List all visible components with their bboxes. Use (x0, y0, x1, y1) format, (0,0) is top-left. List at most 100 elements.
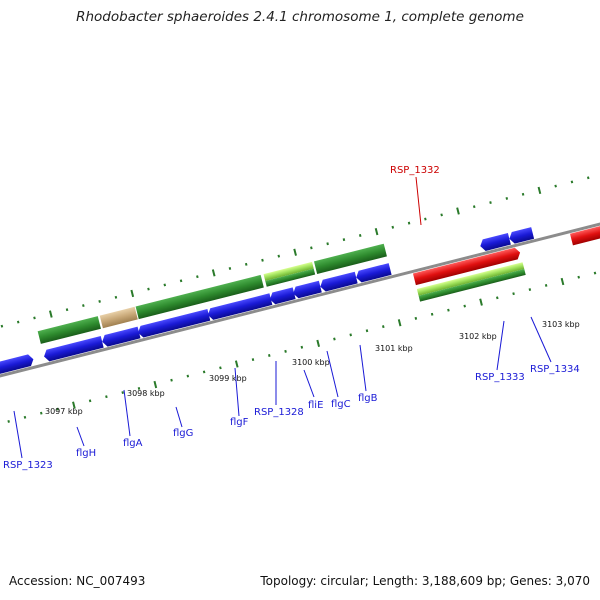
major-tick (234, 360, 239, 368)
genome-title: Rhodobacter sphaeroides 2.4.1 chromosome… (76, 9, 524, 25)
major-tick (537, 186, 542, 195)
category-bar-7 (416, 262, 525, 296)
minor-tick (202, 370, 206, 374)
category-bar-3 (135, 274, 264, 320)
minor-tick (228, 267, 232, 270)
minor-tick (521, 192, 525, 196)
minor-tick (33, 316, 36, 320)
gene-label-flgb[interactable]: flgB (358, 393, 378, 404)
major-tick (397, 319, 402, 327)
minor-tick (179, 279, 183, 283)
minor-tick (544, 283, 548, 287)
gene-arrow-flga (102, 326, 141, 347)
major-tick (72, 401, 76, 409)
minor-tick (333, 337, 336, 341)
minor-tick (88, 399, 92, 403)
gene-arrow-rsp1328 (269, 287, 296, 305)
minor-tick (447, 308, 450, 312)
minor-tick (39, 411, 43, 415)
label-leader-line-red (415, 176, 422, 226)
accession-text: Accession: NC_007493 (9, 574, 146, 588)
kbp-label: 3100 kbp (292, 358, 330, 367)
gene-arrow-flgg (138, 308, 211, 338)
minor-tick (382, 325, 385, 329)
minor-tick (365, 329, 369, 333)
gene-label-flgc[interactable]: flgC (331, 399, 351, 410)
minor-tick (196, 275, 199, 279)
gene-arrow-flgb (356, 263, 392, 283)
gene-arrow-rsp1333 (480, 232, 511, 251)
minor-tick (82, 304, 85, 308)
minor-tick (554, 184, 557, 188)
minor-tick (570, 180, 574, 184)
minor-tick (105, 395, 108, 399)
minor-tick (342, 238, 346, 242)
minor-tick (121, 391, 124, 395)
gene-arrow-red-right (569, 213, 600, 246)
kbp-label: 3099 kbp (209, 374, 247, 383)
minor-tick (463, 304, 466, 308)
map-track-group (0, 176, 600, 423)
gene-label-rsp1328[interactable]: RSP_1328 (254, 407, 304, 418)
genome-summary-text: Topology: circular; Length: 3,188,609 bp… (260, 574, 590, 588)
minor-tick (219, 366, 222, 370)
minor-tick (496, 296, 499, 300)
backbone-line (0, 210, 600, 385)
gene-label-rsp1333[interactable]: RSP_1333 (475, 372, 525, 383)
minor-tick (7, 419, 10, 423)
category-bar-4 (263, 261, 314, 281)
major-tick (374, 227, 379, 236)
gene-label-flgh[interactable]: flgH (76, 448, 96, 459)
minor-tick (326, 242, 329, 246)
category-bar-2 (99, 306, 138, 329)
gene-label-rsp1332[interactable]: RSP_1332 (390, 165, 440, 176)
category-track (37, 243, 526, 344)
gene-arrow-rsp1332 (412, 247, 521, 286)
minor-tick (593, 271, 597, 275)
minor-tick (407, 221, 411, 225)
minor-tick (98, 299, 101, 303)
minor-tick (512, 292, 515, 296)
kbp-label: 3098 kbp (127, 389, 165, 398)
gene-label-rsp1323[interactable]: RSP_1323 (3, 460, 53, 471)
category-bar-5 (265, 268, 316, 287)
gene-label-flgf[interactable]: flgF (230, 417, 249, 428)
minor-tick (528, 288, 532, 292)
minor-tick (277, 254, 281, 258)
minor-tick (147, 287, 150, 291)
major-tick (293, 248, 297, 256)
gene-arrow-flgh (44, 335, 104, 362)
minor-tick (414, 316, 418, 320)
inner-tick-row (7, 271, 597, 423)
gene-label-flgg[interactable]: flgG (173, 428, 193, 439)
major-tick (153, 380, 158, 389)
minor-tick (23, 415, 27, 419)
gene-label-flga[interactable]: flgA (123, 438, 143, 449)
minor-tick (65, 308, 69, 312)
minor-tick (251, 358, 255, 362)
gene-label-flie[interactable]: fliE (308, 400, 323, 411)
minor-tick (284, 349, 287, 353)
kbp-label: 3101 kbp (375, 344, 413, 353)
gene-label-rsp1334[interactable]: RSP_1334 (530, 364, 580, 375)
kbp-label: 3102 kbp (459, 332, 497, 341)
major-tick (479, 298, 483, 306)
minor-tick (244, 262, 248, 266)
minor-tick (391, 225, 395, 229)
forward-strand-track (412, 213, 600, 286)
major-tick (49, 310, 53, 318)
minor-tick (489, 201, 492, 204)
outer-tick-row (0, 176, 590, 328)
minor-tick (424, 217, 427, 221)
minor-tick (267, 354, 271, 357)
minor-tick (16, 320, 20, 324)
kbp-label: 3103 kbp (542, 320, 580, 329)
minor-tick (137, 386, 141, 390)
minor-tick (170, 378, 173, 382)
gene-arrow-flgf (207, 293, 273, 320)
minor-tick (440, 213, 443, 217)
minor-tick (586, 176, 590, 180)
minor-tick (577, 275, 580, 279)
minor-tick (114, 295, 118, 299)
